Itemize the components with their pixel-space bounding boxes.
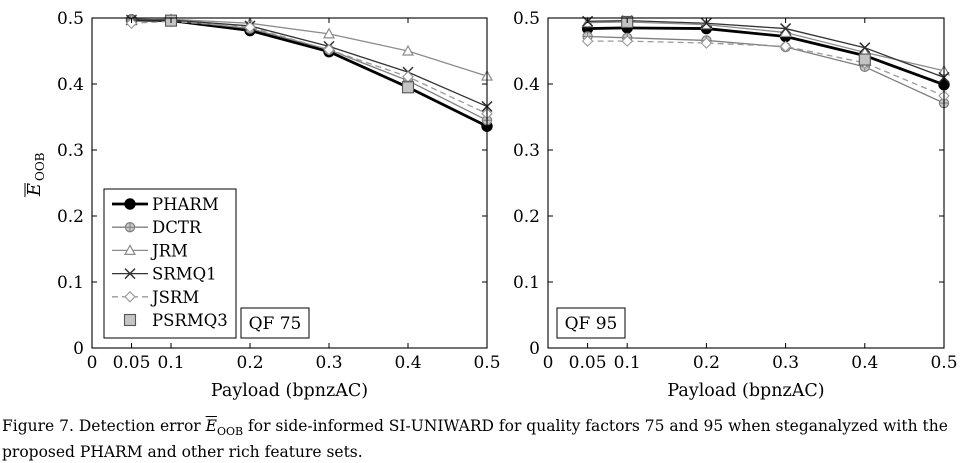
y-axis-subscript: OOB xyxy=(33,152,47,181)
x-tick-label: 0 xyxy=(543,353,554,373)
caption-line2: proposed PHARM and other rich feature se… xyxy=(2,443,363,462)
legend-item-dctr: DCTR xyxy=(112,218,202,237)
figure-caption: Figure 7. Detection error EOOB for side-… xyxy=(2,416,970,463)
y-tick-label: 0.1 xyxy=(513,273,540,293)
series-psrmq3 xyxy=(621,15,871,66)
legend-label: DCTR xyxy=(152,218,202,237)
data-point xyxy=(859,42,871,54)
plot-panel-2: 0 0.05 0.1 0.2 0.3 0.4 0.5 0 0.1 0.2 0.3 0.4 0.5 Payl… xyxy=(513,9,958,401)
caption-prefix: Figure 7. Detection error xyxy=(2,417,206,435)
series-line xyxy=(131,20,488,115)
series-line xyxy=(131,19,488,121)
plot-frame xyxy=(91,17,488,349)
y-tick-label: 0 xyxy=(529,339,540,359)
legend-marker xyxy=(124,198,136,210)
data-point xyxy=(700,37,713,49)
series-srmq1 xyxy=(125,14,493,112)
series-line xyxy=(587,26,945,86)
data-point xyxy=(323,43,335,56)
legend: PHARM DCTR JRM SRMQ1 JSRM PSRMQ3 xyxy=(103,188,237,339)
x-tick-label: 0.2 xyxy=(236,353,263,373)
legend-item-jrm: JRM xyxy=(112,241,188,260)
x-tick-label: 0 xyxy=(87,353,98,373)
legend-label: PSRMQ3 xyxy=(152,311,228,330)
series-line xyxy=(587,40,945,97)
x-tick-label: 0.1 xyxy=(614,353,641,373)
series-line xyxy=(131,18,488,128)
data-point xyxy=(621,35,633,47)
y-tick-label: 0.2 xyxy=(513,207,540,227)
legend-item-psrmq3: PSRMQ3 xyxy=(123,311,228,330)
caption-symbol: E xyxy=(205,417,217,435)
panel-label-text: QF 75 xyxy=(249,314,302,334)
panel-label-text: QF 95 xyxy=(565,314,618,334)
x-tick-label: 0.1 xyxy=(157,353,184,373)
panel-label: QF 75 xyxy=(240,307,310,339)
data-point xyxy=(700,17,712,29)
legend-item-pharm: PHARM xyxy=(112,195,219,214)
caption-line1: for side-informed SI-UNIWARD for quality… xyxy=(243,417,948,435)
legend-label: JSRM xyxy=(150,288,199,307)
panel-label: QF 95 xyxy=(556,307,626,339)
x-tick-label: 0.5 xyxy=(930,353,957,373)
y-axis-symbol: E xyxy=(24,183,45,197)
legend-box xyxy=(103,188,237,339)
legend-marker xyxy=(124,221,136,233)
series-line xyxy=(587,21,945,72)
legend-label: SRMQ1 xyxy=(152,265,217,284)
panel-label-box xyxy=(556,307,626,339)
y-tick-label: 0.5 xyxy=(513,9,540,29)
y-tick-label: 0.4 xyxy=(513,75,540,95)
figure: 0 0.05 0.1 0.2 0.3 0.4 0.5 0 0.1 0.2 0.3 0.4 0.5 Payl… xyxy=(24,9,958,401)
x-tick-label: 0.3 xyxy=(772,353,799,373)
x-tick-label: 0.05 xyxy=(569,353,607,373)
panel-label-box xyxy=(240,307,310,339)
series-pharm xyxy=(125,14,493,132)
y-tick-label: 0.5 xyxy=(57,9,84,29)
legend-marker xyxy=(123,313,137,327)
plot-panel-1: 0 0.05 0.1 0.2 0.3 0.4 0.5 0 0.1 0.2 0.3 0.4 0.5 Payl… xyxy=(24,9,501,401)
data-point xyxy=(858,53,871,66)
series-line xyxy=(587,35,945,104)
data-point xyxy=(401,81,415,94)
series-line xyxy=(131,19,488,108)
x-tick-label: 0.2 xyxy=(693,353,720,373)
y-tick-label: 0 xyxy=(73,339,84,359)
y-tick-label: 0.1 xyxy=(57,273,84,293)
y-axis-label: E OOB xyxy=(24,152,47,197)
x-axis-label: Payload (bpnzAC) xyxy=(211,381,368,401)
y-tick-label: 0.2 xyxy=(57,207,84,227)
series-srmq1 xyxy=(582,15,950,83)
legend-item-srmq1: SRMQ1 xyxy=(112,265,217,284)
legend-label: JRM xyxy=(150,241,188,260)
y-tick-label: 0.3 xyxy=(57,141,84,161)
data-point xyxy=(125,17,138,30)
series-line xyxy=(587,19,945,79)
x-tick-label: 0.05 xyxy=(113,353,151,373)
data-point xyxy=(581,35,594,47)
legend-marker xyxy=(124,291,136,303)
legend-marker xyxy=(123,244,137,255)
series-psrmq3 xyxy=(164,14,415,94)
x-tick-label: 0.4 xyxy=(851,353,878,373)
series-dctr xyxy=(582,31,950,109)
x-tick-label: 0.4 xyxy=(394,353,421,373)
data-point xyxy=(401,44,415,56)
legend-item-jsrm: JSRM xyxy=(112,288,199,307)
x-tick-label: 0.5 xyxy=(473,353,500,373)
y-tick-label: 0.3 xyxy=(513,141,540,161)
x-tick-label: 0.3 xyxy=(315,353,342,373)
x-axis-label: Payload (bpnzAC) xyxy=(667,381,824,401)
y-tick-label: 0.4 xyxy=(57,75,84,95)
data-point xyxy=(322,27,336,39)
plot-frame xyxy=(547,17,945,349)
data-point xyxy=(780,23,792,35)
caption-symbol-subscript: OOB xyxy=(216,425,244,439)
legend-marker xyxy=(124,268,136,280)
data-point xyxy=(244,21,256,34)
data-point xyxy=(779,40,792,53)
legend-label: PHARM xyxy=(152,195,219,214)
